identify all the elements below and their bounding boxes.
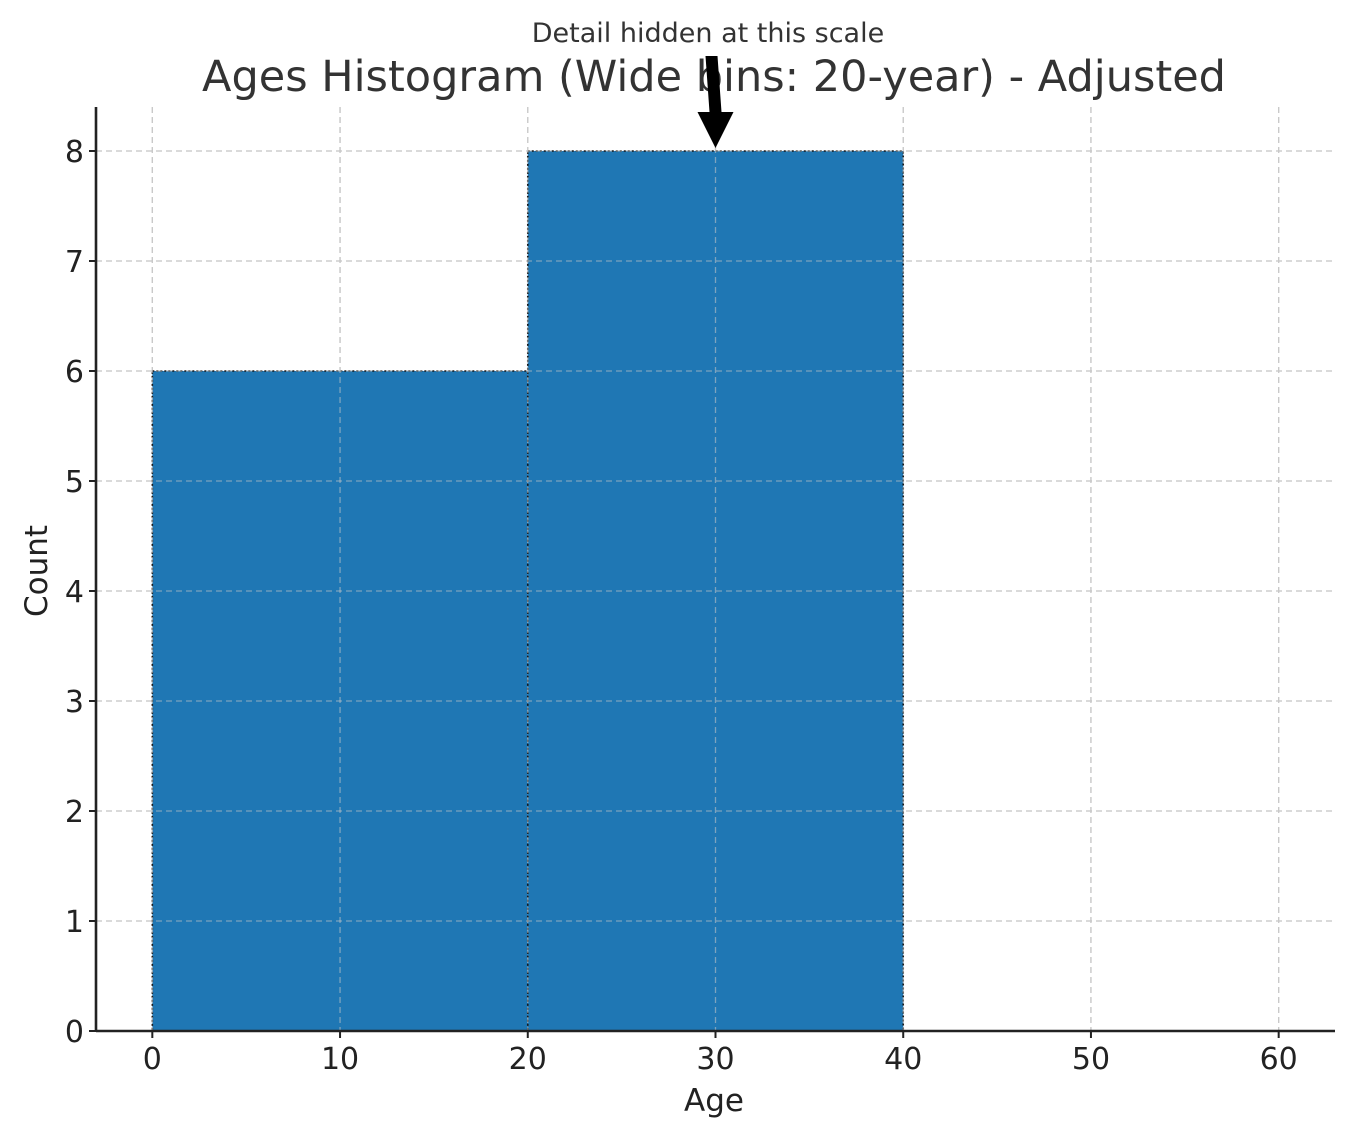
y-axis-label: Count — [19, 525, 55, 617]
y-tick-label: 2 — [65, 795, 84, 830]
y-tick-label: 3 — [65, 685, 84, 720]
y-tick-label: 5 — [65, 465, 84, 500]
y-tick-label: 1 — [65, 905, 84, 940]
x-tick-label: 40 — [884, 1042, 922, 1077]
y-tick-label: 4 — [65, 575, 84, 610]
y-tick-label: 8 — [65, 135, 84, 170]
x-tick-label: 0 — [143, 1042, 162, 1077]
annotation-text: Detail hidden at this scale — [532, 18, 884, 49]
x-axis-label: Age — [684, 1083, 744, 1119]
x-tick-label: 10 — [321, 1042, 359, 1077]
x-tick-label: 20 — [509, 1042, 547, 1077]
y-tick-label: 0 — [65, 1015, 84, 1050]
ticks-layer: 0 10 20 30 40 50 60 0 1 2 3 4 5 6 7 8 — [65, 135, 1298, 1077]
x-tick-label: 60 — [1260, 1042, 1298, 1077]
y-tick-label: 6 — [65, 355, 84, 390]
x-tick-label: 30 — [696, 1042, 734, 1077]
y-tick-label: 7 — [65, 245, 84, 280]
x-tick-label: 50 — [1072, 1042, 1110, 1077]
annotation-arrow — [697, 56, 734, 148]
bars-layer — [96, 107, 1335, 1032]
annotation-layer: Detail hidden at this scale — [532, 18, 884, 148]
